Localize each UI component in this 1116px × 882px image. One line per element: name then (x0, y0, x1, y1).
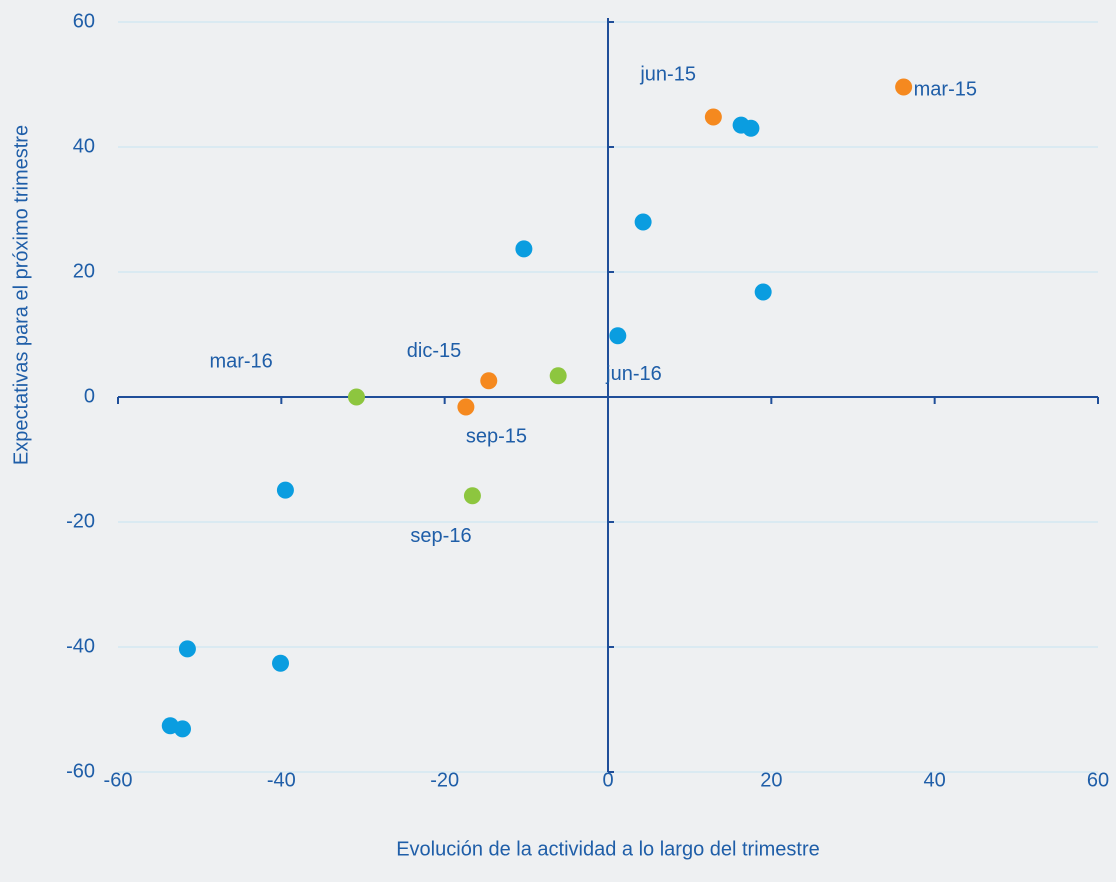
point-label: mar-16 (209, 350, 272, 372)
x-tick-label: 0 (602, 769, 613, 791)
point (704, 108, 722, 126)
point (609, 327, 627, 345)
point-label: dic-15 (407, 340, 461, 362)
point-label: jun-15 (639, 63, 696, 85)
point (174, 720, 192, 738)
x-axis-title: Evolución de la actividad a lo largo del… (396, 838, 820, 860)
point-label: mar-15 (914, 78, 977, 100)
point (480, 372, 498, 390)
y-tick-label: 40 (73, 135, 95, 157)
x-tick-label: 40 (924, 769, 946, 791)
y-tick-label: 20 (73, 260, 95, 282)
point (549, 367, 567, 385)
point (276, 481, 294, 499)
x-tick-label: 60 (1087, 769, 1109, 791)
y-tick-label: -20 (66, 510, 95, 532)
point (895, 78, 913, 96)
x-tick-label: 20 (760, 769, 782, 791)
y-axis-title: Expectativas para el próximo trimestre (10, 125, 32, 465)
y-tick-label: -40 (66, 635, 95, 657)
point (457, 398, 475, 416)
x-tick-label: -60 (104, 769, 133, 791)
y-tick-label: 60 (73, 10, 95, 32)
point (178, 640, 196, 658)
point-label: jun-16 (605, 363, 662, 385)
point (463, 487, 481, 505)
point (754, 283, 772, 301)
point (272, 654, 290, 672)
point (634, 213, 652, 231)
point-label: sep-15 (466, 425, 527, 447)
point (515, 240, 533, 258)
x-tick-label: -20 (430, 769, 459, 791)
point (347, 388, 365, 406)
point (742, 119, 760, 137)
x-tick-label: -40 (267, 769, 296, 791)
y-tick-label: -60 (66, 760, 95, 782)
y-tick-label: 0 (84, 385, 95, 407)
point-label: sep-16 (410, 525, 471, 547)
